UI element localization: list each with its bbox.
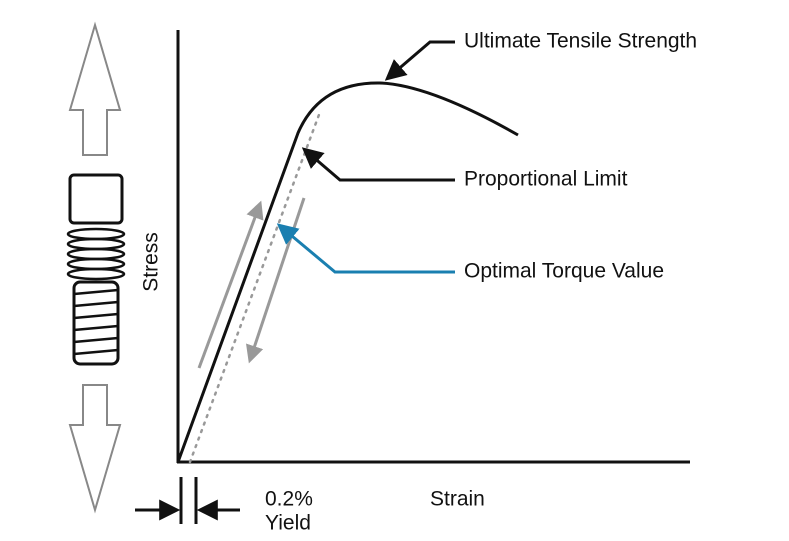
ultimate-pointer xyxy=(384,40,455,81)
proportional-label: Proportional Limit xyxy=(464,168,628,191)
offset-line xyxy=(188,110,322,464)
yield-percent: 0.2% xyxy=(265,488,313,511)
stress-strain-curve xyxy=(176,81,519,463)
x-axis-label: Strain xyxy=(430,488,485,511)
proportional-pointer xyxy=(301,147,455,182)
optimal-pointer xyxy=(276,223,455,274)
ultimate-label: Ultimate Tensile Strength xyxy=(464,30,697,53)
unloading-arrow xyxy=(246,197,306,364)
yield-marker xyxy=(135,477,240,524)
loading-arrow xyxy=(197,200,264,369)
y-axis-label: Stress xyxy=(140,232,163,292)
bolt-icon xyxy=(66,21,126,514)
optimal-label: Optimal Torque Value xyxy=(464,260,664,283)
yield-label: Yield xyxy=(265,512,311,535)
